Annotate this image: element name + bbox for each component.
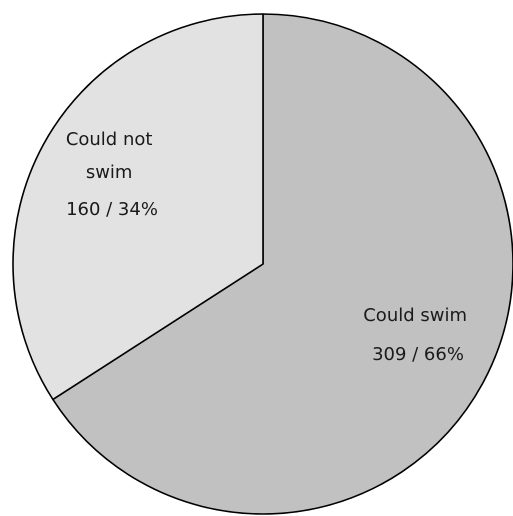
- pie-slice-could-not-swim: [12, 13, 264, 401]
- pie-slice-could-swim: [52, 13, 513, 515]
- slice-label-could-not-swim-line-1: Could not: [66, 129, 153, 150]
- slice-label-could-not-swim-line-2: swim: [86, 162, 133, 183]
- slice-label-could-not-swim: Could not swim 160 / 34%: [66, 129, 158, 220]
- slice-label-could-swim-line-1: Could swim: [363, 305, 467, 326]
- slice-label-could-swim: Could swim 309 / 66%: [363, 305, 473, 365]
- slice-label-could-swim-line-2: 309 / 66%: [372, 344, 464, 365]
- pie-slices: [12, 13, 513, 515]
- slice-label-could-not-swim-line-3: 160 / 34%: [66, 199, 158, 220]
